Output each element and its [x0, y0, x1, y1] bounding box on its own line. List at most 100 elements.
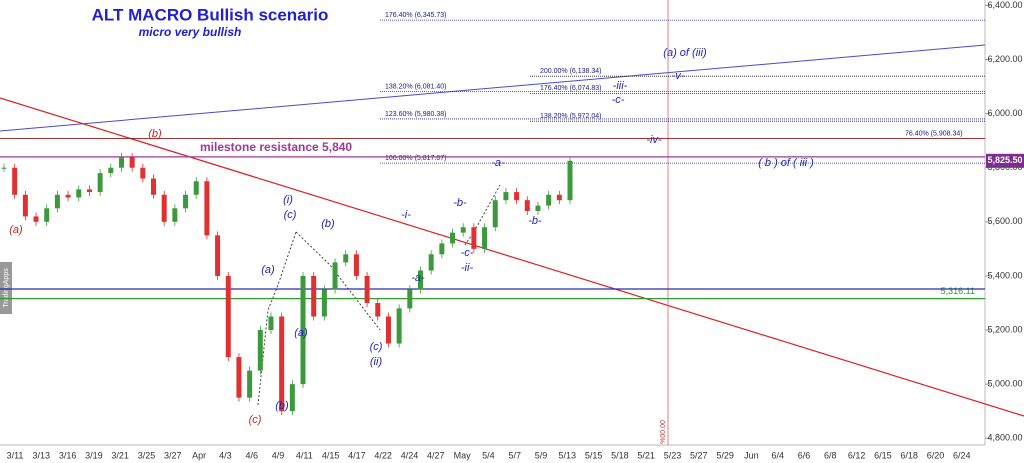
candle [311, 275, 317, 317]
candle [546, 194, 552, 206]
candle [140, 167, 146, 179]
candle [86, 189, 92, 193]
x-tick-label: 6/6 [798, 450, 811, 460]
x-tick-label: 6/8 [824, 450, 837, 460]
y-tick-label: 4,800.00 [987, 433, 1022, 443]
candle [54, 194, 60, 209]
y-tick-label: 6,000.00 [987, 108, 1022, 118]
candle [514, 192, 520, 201]
candle [118, 156, 124, 168]
wave-label: (a) [294, 327, 308, 339]
candle [471, 227, 477, 249]
candle [396, 308, 402, 344]
candle [321, 289, 327, 317]
trendline [0, 97, 1024, 417]
trendline [0, 44, 986, 132]
x-tick-label: 5/15 [585, 450, 603, 460]
x-tick-label: 4/15 [322, 450, 340, 460]
candle [215, 235, 221, 276]
wave-label: (a) [9, 224, 23, 236]
candle [33, 216, 39, 222]
wave-label: (c) [249, 414, 262, 426]
candle [204, 181, 210, 236]
candle [44, 208, 50, 222]
x-tick-label: 5/27 [690, 450, 708, 460]
wave-label: (b) [148, 128, 162, 140]
watermark-box [0, 262, 12, 314]
candle [503, 192, 509, 201]
x-tick-label: 6/12 [848, 450, 866, 460]
candle [76, 189, 82, 198]
x-tick-label: 4/22 [374, 450, 392, 460]
x-tick-label: 5/4 [482, 450, 495, 460]
candle [193, 181, 199, 195]
price-tag [986, 153, 1024, 168]
wave-label: (c) [370, 341, 383, 353]
x-tick-label: 5/18 [611, 450, 629, 460]
x-tick-label: 5/13 [559, 450, 577, 460]
h-line-label: milestone resistance 5,840 [200, 140, 352, 154]
x-tick-label: 3/13 [33, 450, 51, 460]
wave-label: -i- [401, 209, 411, 221]
x-tick-label: 4/24 [401, 450, 419, 460]
x-tick-label: 3/19 [85, 450, 103, 460]
wave-label: (i) [283, 194, 293, 206]
candle [450, 232, 456, 244]
wave-label: -c- [612, 94, 625, 106]
wave-label: -c- [461, 247, 474, 259]
level-label: 200.00% (6,138.34) [540, 68, 602, 75]
candle [236, 357, 242, 398]
x-tick-label: 6/4 [771, 450, 784, 460]
y-tick-label: 5,000.00 [987, 379, 1022, 389]
wave-label: -ii- [461, 262, 474, 274]
x-tick-label: 4/17 [348, 450, 366, 460]
candle [417, 270, 423, 290]
x-tick-label: Jun [744, 450, 759, 460]
level-label: 76.40% (5,908.34) [905, 130, 963, 137]
candle [172, 208, 178, 222]
y-tick-label: 6,200.00 [987, 54, 1022, 64]
candle [183, 194, 189, 209]
x-tick-label: 4/3 [219, 450, 232, 460]
x-tick-label: 6/18 [900, 450, 918, 460]
candle [247, 370, 253, 398]
x-tick-label: 4/27 [427, 450, 445, 460]
candle [22, 194, 28, 217]
wave-label: -iii- [613, 80, 628, 92]
level-label: 176.40% (6,074.83) [540, 85, 602, 92]
x-tick-label: 4/9 [272, 450, 285, 460]
wave-label: (b) [275, 400, 289, 412]
x-tick-label: May [454, 450, 472, 460]
x-tick-label: 3/11 [7, 450, 24, 460]
candle [65, 194, 71, 198]
wave-label: (c) [284, 209, 297, 221]
candle [289, 384, 295, 412]
candle [439, 243, 445, 255]
candle [482, 227, 488, 249]
x-tick-label: 3/27 [164, 450, 182, 460]
candle [535, 205, 541, 212]
x-tick-label: 4/11 [296, 450, 313, 460]
candle [375, 302, 381, 317]
candle [332, 262, 338, 290]
watermark: TradingApps [3, 268, 10, 308]
wave-label: ( b ) of ( iii ) [758, 157, 814, 169]
candle [279, 316, 285, 412]
y-tick-label: 5,400.00 [987, 270, 1022, 280]
candle [556, 194, 562, 201]
candle [12, 167, 18, 195]
x-tick-label: 6/24 [953, 450, 971, 460]
candle [129, 156, 135, 168]
x-tick-label: 5/23 [664, 450, 682, 460]
wave-label: -v- [672, 70, 685, 82]
y-tick-label: 6,400.00 [987, 0, 1022, 10]
level-label: 138.20% (5,972.04) [540, 113, 602, 120]
x-tick-label: 6/20 [927, 450, 945, 460]
candle [364, 275, 370, 303]
y-tick-label: 5,600.00 [987, 216, 1022, 226]
x-tick-label: 5/21 [637, 450, 655, 460]
x-tick-label: 4/6 [245, 450, 258, 460]
level-label: 123.60% (5,980.38) [385, 111, 447, 118]
